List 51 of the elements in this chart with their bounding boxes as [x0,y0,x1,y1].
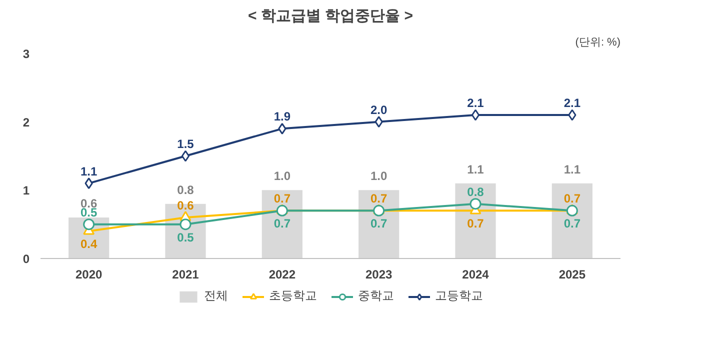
data-label: 0.7 [467,216,484,231]
point [180,218,192,230]
x-tick-label: 2022 [268,268,296,282]
data-label: 2.1 [467,96,484,110]
chart-title: < 학교급별 학업중단율 > [248,8,414,24]
bar [358,190,400,258]
data-label: 0.8 [467,184,484,199]
text: (단위: %) [575,36,621,48]
data-label: 1.1 [80,164,98,178]
data-label: 1.9 [274,110,291,124]
data-label: 0.7 [370,216,388,231]
legend-label: 전체 [204,288,228,304]
data-label: 0.7 [370,192,388,206]
x-tick-label: 2024 [462,268,490,282]
data-label: 1.1 [564,162,581,176]
point [568,109,576,121]
x-tick-label: 2023 [365,268,393,282]
data-label: 2.1 [564,96,581,110]
data-label: 1.0 [370,169,388,184]
data-label: 1.1 [467,162,484,176]
point [374,116,383,128]
x-tick-label: 2021 [172,268,200,282]
point [83,218,95,230]
data-label: 0.7 [564,192,581,206]
bar [455,183,496,258]
data-label: 0.5 [177,230,194,244]
data-label: 0.7 [564,216,581,231]
legend-label: 초등학교 [269,288,317,304]
data-label: 1.5 [177,137,194,151]
point [181,150,190,162]
legend-label: 중학교 [358,288,394,304]
point [84,178,93,190]
point [278,122,286,134]
x-tick-label: 2020 [75,268,103,282]
bar [262,190,302,258]
data-label: 0.4 [80,237,98,252]
bar [552,183,592,258]
data-label: 0.6 [177,198,194,212]
y-tick-label: 2 [22,115,30,130]
data-label: 2.0 [370,102,388,117]
y-tick-label: 3 [22,47,30,61]
data-label: 0.8 [177,182,194,197]
x-tick-label: 2025 [558,268,586,282]
point [470,198,482,210]
data-label: 0.7 [274,216,291,231]
legend-label: 고등학교 [435,288,483,304]
data-label: 1.0 [274,169,291,184]
point [471,109,480,121]
y-tick-label: 0 [22,252,30,266]
y-tick-label: 1 [22,184,30,198]
data-label: 0.7 [274,192,291,206]
